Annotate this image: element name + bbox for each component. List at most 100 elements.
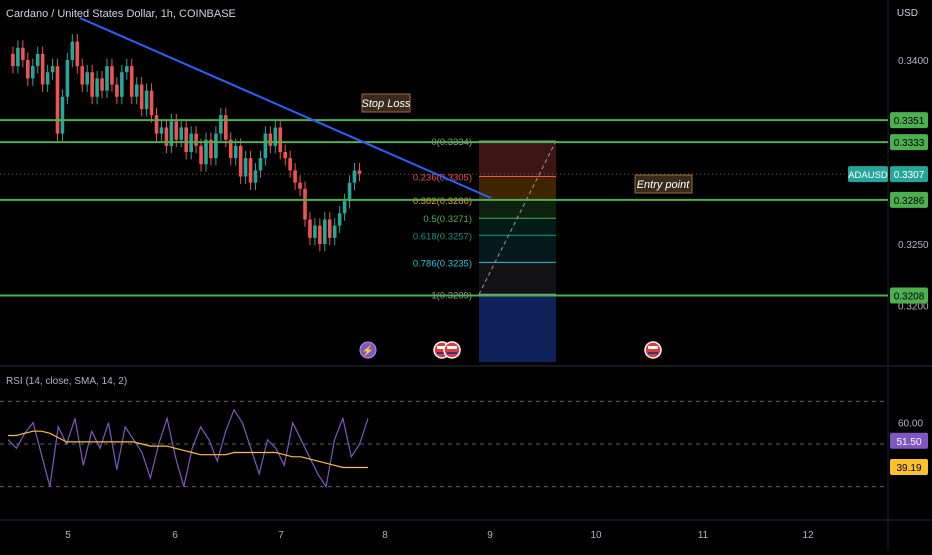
candle-body [243,158,248,177]
chart-title: Cardano / United States Dollar, 1h, COIN… [6,8,236,20]
candle-body [199,145,203,165]
rsi-value-tag [890,432,928,449]
candle-body [60,96,65,134]
us-flag-stripe [648,352,658,354]
candle-body [65,60,70,97]
candle-body [110,66,114,85]
candle-body [75,41,80,67]
candle-body [278,127,283,152]
candle-body [164,127,169,146]
candle-body [134,84,139,97]
candle-body [293,170,297,183]
candle-body [154,115,159,134]
rsi-ma-tag [890,459,928,476]
candle-body [337,213,342,226]
lightning-icon [359,341,377,359]
candle-body [298,182,302,189]
candle-body [120,72,124,97]
level-price-tag [890,112,928,129]
fib-level-label: 0.382(0.3286) [413,196,472,207]
rsi-sma-line [8,430,368,469]
price-axis-tick: 0.3200 [898,301,929,312]
candle-body [209,139,213,159]
us-flag-stripe [437,346,447,349]
level-price-tag [890,287,928,304]
fib-zone [479,262,556,295]
fib-level-label: 0.5(0.3271) [423,214,472,225]
candle-body [273,127,278,146]
candle-body [179,127,184,140]
candle-body [40,53,45,85]
candle-body [308,219,312,238]
level-price-label: 0.3286 [894,196,925,207]
us-flag-stripe [447,346,457,349]
candle-body [100,78,104,91]
fib-zone [479,235,556,263]
candle-body [159,127,164,134]
candle-body [105,66,109,91]
fib-level-label: 0.618(0.3257) [413,231,472,242]
candle-body [115,84,119,97]
candle-body [149,90,154,116]
fib-zone [479,176,556,200]
candle-body [238,145,243,177]
entry-point-box [634,174,693,194]
candle-body [228,139,233,159]
candle-body [313,225,317,238]
candle-body [125,66,129,73]
price-axis-tick: 0.3250 [898,240,929,251]
rsi-value-label: 51.50 [896,437,921,448]
lightning-icon-glyph: ⚡ [362,344,374,357]
fib-level-label: 0.786(0.3235) [413,258,472,269]
candle-body [263,133,268,159]
us-flag-stripe [447,352,457,354]
candle-body [144,90,149,110]
candle-body [253,170,258,183]
us-flag-stripe [648,346,658,349]
time-axis-tick: 9 [487,530,493,541]
candle-body [85,72,89,85]
candle-body [318,225,322,244]
candle-body [21,47,25,60]
symbol-label: ADAUSD [848,170,888,181]
rsi-ma-label: 39.19 [896,463,921,474]
fib-zone [479,199,556,219]
fib-trend-dashed [478,140,557,295]
candle-body [283,152,287,159]
candle-body [323,219,327,244]
candle-body [50,66,55,73]
us-flag-stripe [437,352,447,354]
time-axis-tick: 8 [382,530,388,541]
symbol-tag [848,166,888,183]
rsi-axis-tick: 60.00 [898,419,923,430]
time-axis-tick: 11 [698,530,709,541]
stop-loss-label: Stop Loss [362,98,411,110]
level-price-tag [890,191,928,208]
candle-body [204,139,208,165]
level-price-label: 0.3351 [894,116,925,127]
fib-zone [479,218,556,236]
level-price-label: 0.3333 [894,138,925,149]
entry-point-label: Entry point [637,179,691,191]
time-axis-tick: 5 [65,530,71,541]
candle-body [268,133,273,146]
candle-body [219,115,223,134]
candle-body [70,41,75,60]
candle-body [95,78,99,97]
level-price-tag [890,134,928,151]
candle-body [16,47,20,67]
candle-body [327,219,332,238]
candle-body [357,170,362,175]
candle-body [342,201,347,214]
last-price-label: 0.3307 [894,170,925,181]
us-flag-icon [644,341,662,359]
fib-level-label: 0.236(0.3305) [413,173,472,184]
time-axis-tick: 12 [802,530,814,541]
candle-body [194,133,198,146]
trendline [79,17,492,199]
currency-label: USD [896,8,918,19]
candle-body [258,158,263,171]
candle-body [129,66,134,97]
